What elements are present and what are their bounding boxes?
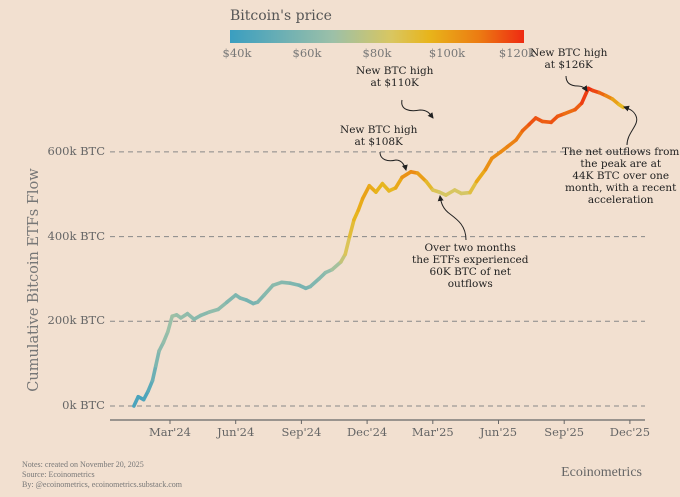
y-tick-label: 400k BTC	[47, 228, 106, 243]
flow-line-segment	[474, 167, 488, 184]
y-tick-label: 200k BTC	[47, 313, 106, 328]
annotation-line: outflows	[447, 278, 493, 291]
x-tick-label: Jun'25	[479, 425, 518, 439]
flow-line-segment	[562, 107, 577, 116]
flow-line-segment	[490, 150, 503, 161]
annotation-line: at $126K	[544, 59, 593, 72]
flow-line-segment	[360, 184, 372, 201]
legend-tick-label: $100k	[428, 46, 466, 60]
flow-line-segment	[483, 156, 494, 172]
price-color-scale	[230, 30, 524, 43]
legend-tick-label: $60k	[292, 46, 322, 60]
flow-line-segment	[343, 234, 352, 257]
x-tick-label: Dec'25	[609, 425, 651, 439]
flow-line-segment	[330, 260, 343, 272]
footer-note-by: By: @ecoinometrics, ecoinometrics.substa…	[22, 480, 182, 489]
x-tick-label: Jun'24	[217, 425, 255, 439]
annotation-high-126k: New BTC high at $126K	[530, 47, 607, 71]
annotation-line: the peak are at	[580, 158, 662, 171]
flow-line-segment	[505, 138, 518, 149]
brand-logo-text: Ecoinometrics	[561, 465, 642, 480]
x-tick-label: Mar'25	[411, 425, 454, 439]
annotation-line: at $110K	[370, 77, 419, 90]
flow-line-segment	[166, 314, 174, 334]
arrow-outflows-two-months	[437, 195, 467, 241]
annotation-line: New BTC high	[530, 47, 608, 59]
annotation-arrows	[379, 75, 638, 241]
flow-line-segment	[347, 217, 356, 239]
flow-line-segment	[216, 300, 229, 312]
annotation-line: the ETFs experienced	[412, 254, 529, 267]
arrow-outflows-peak	[623, 105, 638, 146]
flow-line-segment	[393, 175, 404, 190]
flow-line-segment	[415, 171, 429, 184]
annotation-line: Over two months	[424, 242, 516, 254]
legend-title: Bitcoin's price	[230, 8, 332, 24]
flow-line-segment	[150, 363, 158, 383]
annotation-outflows-two-months: Over two months the ETFs experienced 60K…	[412, 242, 528, 290]
flow-line-segment	[468, 179, 479, 195]
x-axis	[110, 419, 645, 424]
arrow-high-108k	[379, 151, 408, 171]
x-tick-label: Dec'24	[346, 425, 388, 439]
y-tick-label: 600k BTC	[47, 143, 106, 158]
legend-tick-label: $80k	[362, 46, 392, 60]
x-tick-label: Sep'25	[544, 425, 585, 439]
annotation-line: month, with a recent	[565, 182, 677, 195]
y-axis-title: Cumulative Bitcoin ETFs Flow	[26, 168, 42, 392]
flow-line-segment	[356, 196, 365, 213]
legend-tick-label: $40k	[222, 46, 252, 60]
flow-line-segment	[225, 293, 238, 305]
annotation-line: New BTC high	[356, 65, 434, 77]
x-tick-label: Sep'24	[281, 425, 322, 439]
flow-line-segment	[161, 330, 170, 345]
footer-note-source: Source: Ecoinometrics	[22, 470, 95, 479]
y-tick-label: 0k BTC	[62, 398, 105, 412]
annotation-line: at $108K	[354, 136, 403, 149]
annotation-line: The net outflows from	[562, 146, 680, 158]
footer-note-created: Notes: created on November 20, 2025	[22, 460, 144, 469]
footer-notes: Notes: created on November 20, 2025 Sour…	[22, 460, 182, 490]
annotation-high-108k: New BTC high at $108K	[340, 124, 417, 148]
flow-line-segment	[514, 128, 525, 142]
flow-line-segment	[146, 378, 155, 394]
flow-line-series	[132, 86, 626, 408]
annotation-line: acceleration	[587, 194, 654, 207]
grid-lines	[110, 151, 645, 407]
arrow-high-110k	[401, 99, 434, 119]
annotation-line: 60K BTC of net	[429, 266, 511, 279]
flow-line-segment	[617, 102, 626, 110]
annotation-line: New BTC high	[340, 124, 418, 136]
flow-line-segment	[262, 283, 275, 297]
annotation-line: 44K BTC over one	[572, 170, 670, 183]
annotation-high-110k: New BTC high at $110K	[356, 65, 433, 89]
x-tick-label: Mar'24	[149, 425, 191, 439]
flow-line-segment	[308, 277, 321, 289]
arrow-high-126k	[565, 75, 588, 92]
flow-line-segment	[154, 349, 161, 368]
legend-tick-label: $120k	[498, 46, 536, 60]
annotation-outflows-peak: The net outflows from the peak are at 44…	[562, 146, 679, 206]
